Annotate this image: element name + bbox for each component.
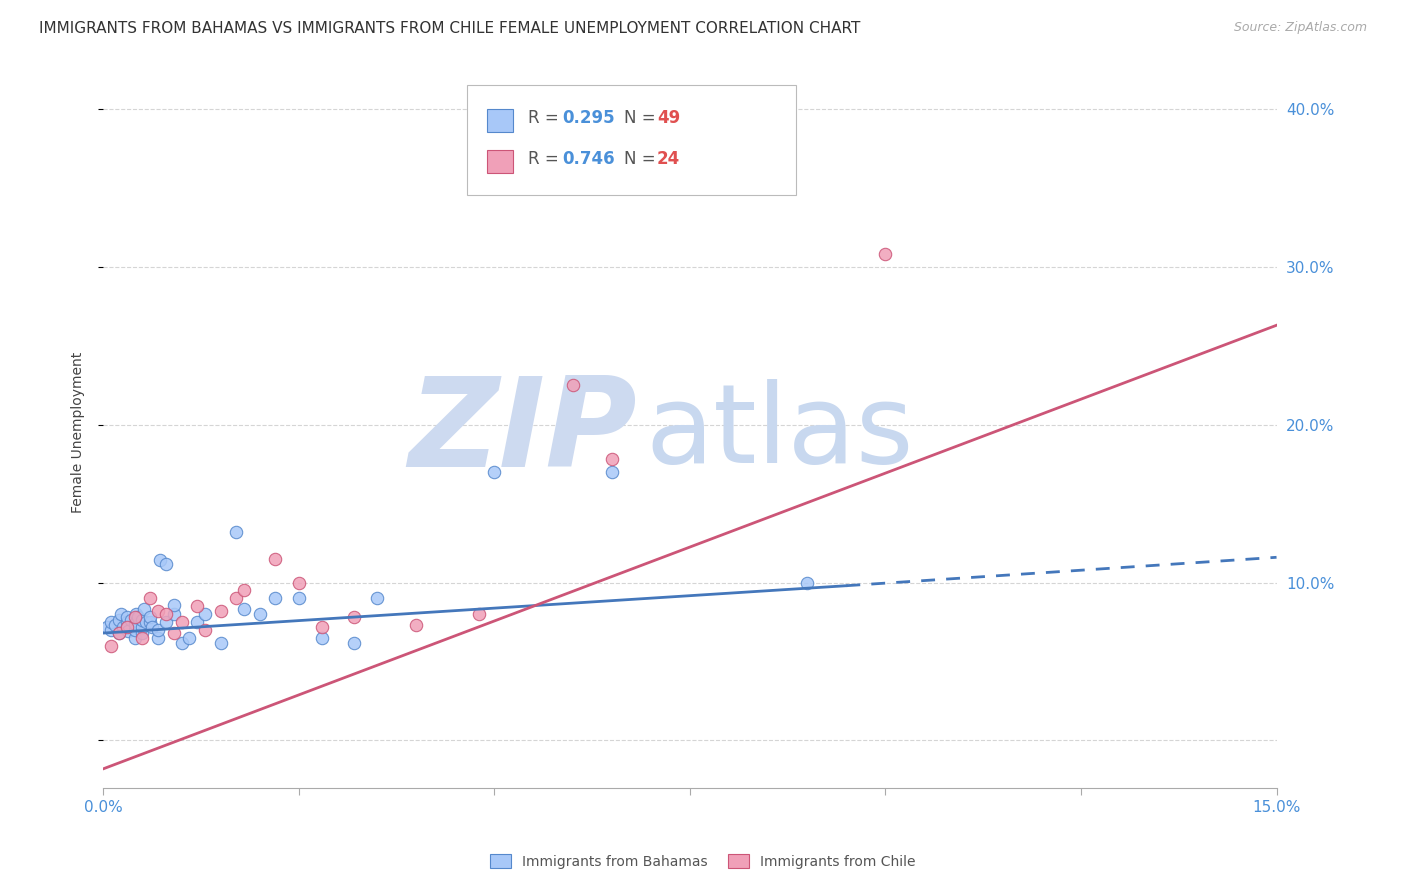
Point bbox=[100, 639, 122, 653]
Point bbox=[141, 620, 163, 634]
Point bbox=[120, 614, 142, 628]
Point bbox=[124, 631, 146, 645]
Point bbox=[561, 378, 583, 392]
Point bbox=[100, 615, 122, 629]
Point bbox=[115, 615, 138, 629]
Text: 24: 24 bbox=[657, 150, 681, 168]
Point bbox=[249, 607, 271, 621]
Y-axis label: Female Unemployment: Female Unemployment bbox=[72, 352, 86, 513]
Point bbox=[875, 247, 897, 261]
Point bbox=[186, 615, 208, 629]
Point bbox=[125, 607, 148, 621]
Point bbox=[146, 604, 169, 618]
Point bbox=[132, 602, 155, 616]
Point bbox=[115, 620, 138, 634]
Text: N =: N = bbox=[624, 109, 661, 127]
FancyBboxPatch shape bbox=[486, 109, 513, 132]
Point bbox=[194, 623, 217, 637]
Point bbox=[139, 615, 162, 629]
Point bbox=[139, 610, 162, 624]
Point bbox=[186, 599, 208, 614]
Text: atlas: atlas bbox=[645, 379, 914, 486]
Text: N =: N = bbox=[624, 150, 661, 168]
Point bbox=[600, 465, 623, 479]
Text: IMMIGRANTS FROM BAHAMAS VS IMMIGRANTS FROM CHILE FEMALE UNEMPLOYMENT CORRELATION: IMMIGRANTS FROM BAHAMAS VS IMMIGRANTS FR… bbox=[39, 21, 860, 36]
Point bbox=[163, 607, 186, 621]
Text: 49: 49 bbox=[657, 109, 681, 127]
Point bbox=[108, 614, 131, 628]
Point bbox=[342, 610, 364, 624]
Point bbox=[194, 607, 217, 621]
Point bbox=[111, 620, 134, 634]
Point bbox=[311, 631, 333, 645]
Point bbox=[100, 623, 122, 637]
Point bbox=[209, 635, 232, 649]
Point bbox=[128, 610, 150, 624]
Text: 0.295: 0.295 bbox=[562, 109, 614, 127]
Text: R =: R = bbox=[529, 150, 564, 168]
Point bbox=[115, 610, 138, 624]
Legend: Immigrants from Bahamas, Immigrants from Chile: Immigrants from Bahamas, Immigrants from… bbox=[485, 849, 921, 874]
Point bbox=[264, 552, 287, 566]
FancyBboxPatch shape bbox=[486, 150, 513, 173]
Point bbox=[115, 620, 138, 634]
Point bbox=[264, 591, 287, 606]
Point bbox=[600, 452, 623, 467]
Text: R =: R = bbox=[529, 109, 564, 127]
Point bbox=[796, 575, 818, 590]
Point bbox=[117, 624, 139, 639]
Point bbox=[170, 615, 193, 629]
Point bbox=[146, 631, 169, 645]
Point bbox=[155, 607, 177, 621]
Text: Source: ZipAtlas.com: Source: ZipAtlas.com bbox=[1233, 21, 1367, 34]
Text: ZIP: ZIP bbox=[408, 372, 637, 493]
Point bbox=[311, 620, 333, 634]
Point bbox=[146, 623, 169, 637]
Point bbox=[131, 614, 153, 628]
Point bbox=[366, 591, 388, 606]
Point bbox=[131, 631, 153, 645]
Point bbox=[96, 620, 118, 634]
Point bbox=[405, 618, 427, 632]
Point bbox=[342, 635, 364, 649]
Point bbox=[467, 607, 489, 621]
Point bbox=[124, 610, 146, 624]
Point bbox=[149, 553, 172, 567]
Point bbox=[139, 591, 162, 606]
Point bbox=[163, 598, 186, 612]
Point bbox=[288, 591, 311, 606]
Text: 0.746: 0.746 bbox=[562, 150, 614, 168]
Point bbox=[110, 607, 132, 621]
Point bbox=[233, 583, 256, 598]
Point bbox=[179, 631, 201, 645]
Point bbox=[170, 635, 193, 649]
FancyBboxPatch shape bbox=[467, 85, 796, 194]
Point bbox=[225, 591, 247, 606]
Point bbox=[131, 626, 153, 640]
Point bbox=[108, 626, 131, 640]
Point bbox=[124, 616, 146, 631]
Point bbox=[233, 602, 256, 616]
Point bbox=[131, 620, 153, 634]
Point bbox=[108, 626, 131, 640]
Point bbox=[155, 557, 177, 571]
Point bbox=[124, 623, 146, 637]
Point bbox=[155, 615, 177, 629]
Point bbox=[163, 626, 186, 640]
Point bbox=[104, 618, 127, 632]
Point bbox=[225, 524, 247, 539]
Point bbox=[209, 604, 232, 618]
Point bbox=[484, 465, 506, 479]
Point bbox=[135, 615, 157, 629]
Point bbox=[288, 575, 311, 590]
